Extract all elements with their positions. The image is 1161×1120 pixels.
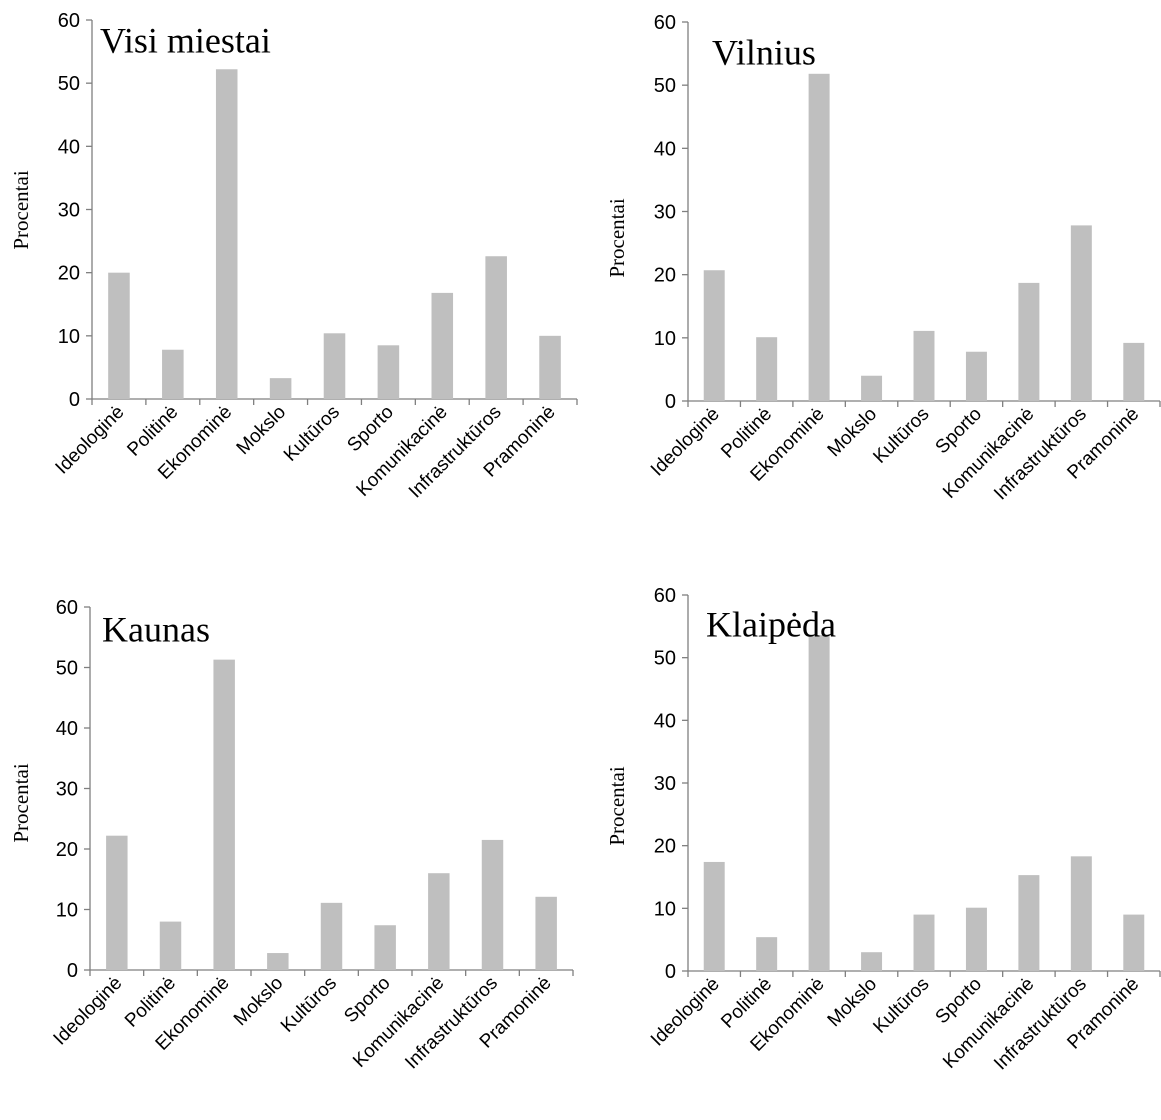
y-tick-label: 0 xyxy=(665,391,676,413)
bar-Komunikacinė xyxy=(431,292,454,399)
y-tick-label: 30 xyxy=(56,779,78,801)
bar-Politinė xyxy=(162,349,184,399)
y-tick-label: 50 xyxy=(58,73,80,95)
y-tick-label: 30 xyxy=(58,200,80,222)
bar-Ideologinė xyxy=(703,861,725,971)
y-tick-label: 10 xyxy=(654,328,676,350)
bar-Ideologinė xyxy=(108,272,130,399)
y-tick-label: 60 xyxy=(56,597,78,619)
bar-Sporto xyxy=(377,345,400,399)
x-category-label: Infrastruktūros xyxy=(401,973,502,1074)
y-tick-label: 20 xyxy=(58,263,80,285)
chart-panel-1: 0102030405060IdeologinėPolitinėEkonominė… xyxy=(605,12,1161,505)
y-tick-label: 40 xyxy=(654,710,676,732)
x-category-label: Ideologinė xyxy=(52,402,129,479)
x-category-label: Infrastruktūros xyxy=(990,974,1091,1075)
bar-Politinė xyxy=(756,337,778,401)
y-tick-label: 20 xyxy=(654,265,676,287)
bar-Sporto xyxy=(965,907,987,971)
bar-Ekonominė xyxy=(215,69,238,400)
y-tick-label: 30 xyxy=(654,202,676,224)
bar-Kultūros xyxy=(320,902,343,970)
y-tick-label: 10 xyxy=(58,326,80,348)
bar-Mokslo xyxy=(267,953,289,970)
bar-Komunikacinė xyxy=(1018,282,1040,401)
bar-Kultūros xyxy=(323,333,346,399)
bar-Infrastruktūros xyxy=(485,256,507,399)
x-category-label: Kultūros xyxy=(277,973,341,1037)
x-category-label: Ideologinė xyxy=(647,974,724,1051)
y-tick-label: 40 xyxy=(58,136,80,158)
y-tick-label: 20 xyxy=(654,836,676,858)
bar-Kultūros xyxy=(913,330,935,401)
y-tick-label: 60 xyxy=(654,585,676,607)
chart-title: Klaipėda xyxy=(706,604,836,644)
bar-Ekonominė xyxy=(808,73,830,402)
y-tick-label: 0 xyxy=(67,960,78,982)
y-tick-label: 40 xyxy=(654,138,676,160)
bar-Infrastruktūros xyxy=(1070,856,1092,971)
x-category-label: Kultūros xyxy=(869,974,933,1038)
x-category-label: Infrastruktūros xyxy=(405,402,506,503)
bar-Ekonominė xyxy=(213,659,235,970)
bar-Infrastruktūros xyxy=(1070,225,1092,401)
y-tick-label: 60 xyxy=(654,12,676,34)
chart-panel-2: 0102030405060IdeologinėPolitinėEkonominė… xyxy=(9,597,574,1074)
bar-Pramoninė xyxy=(1123,914,1145,971)
y-tick-label: 20 xyxy=(56,839,78,861)
y-tick-label: 50 xyxy=(56,658,78,680)
bar-Politinė xyxy=(756,937,778,971)
bar-Komunikacinė xyxy=(1018,875,1040,971)
bar-Mokslo xyxy=(861,952,883,971)
x-category-label: Komunikacinė xyxy=(939,404,1038,503)
bar-Ideologinė xyxy=(703,270,725,401)
bar-Ekonominė xyxy=(808,635,830,971)
chart-title: Vilnius xyxy=(712,32,816,72)
x-category-label: Infrastruktūros xyxy=(990,404,1091,505)
bar-Politinė xyxy=(159,921,182,970)
chart-title: Visi miestai xyxy=(100,20,271,60)
chart-title: Kaunas xyxy=(102,609,210,649)
bar-Ideologinė xyxy=(106,835,128,970)
bar-Pramoninė xyxy=(539,335,561,399)
y-tick-label: 40 xyxy=(56,718,78,740)
bar-Mokslo xyxy=(269,378,292,399)
y-tick-label: 10 xyxy=(56,900,78,922)
x-category-label: Kultūros xyxy=(869,404,933,468)
bar-Sporto xyxy=(965,351,987,401)
y-tick-label: 60 xyxy=(58,10,80,32)
chart-panel-3: 0102030405060IdeologinėPolitinėEkonominė… xyxy=(605,585,1161,1075)
bar-Kultūros xyxy=(913,914,935,971)
bar-Sporto xyxy=(374,925,396,970)
bar-Pramoninė xyxy=(1123,342,1145,401)
chart-panel-0: 0102030405060IdeologinėPolitinėEkonominė… xyxy=(9,10,578,503)
x-category-label: Kultūros xyxy=(280,402,344,466)
bar-Komunikacinė xyxy=(428,873,450,970)
y-tick-label: 0 xyxy=(69,389,80,411)
x-category-label: Ideologinė xyxy=(50,973,127,1050)
bar-Pramoninė xyxy=(535,896,557,970)
y-axis-label: Procentai xyxy=(605,766,629,845)
y-tick-label: 50 xyxy=(654,75,676,97)
y-tick-label: 10 xyxy=(654,898,676,920)
bar-Infrastruktūros xyxy=(481,839,504,970)
y-tick-label: 30 xyxy=(654,773,676,795)
bar-Mokslo xyxy=(861,375,883,401)
y-axis-label: Procentai xyxy=(9,170,33,249)
y-axis-label: Procentai xyxy=(605,198,629,277)
y-axis-label: Procentai xyxy=(9,763,33,842)
y-tick-label: 50 xyxy=(654,648,676,670)
x-category-label: Ideologinė xyxy=(647,404,724,481)
y-tick-label: 0 xyxy=(665,961,676,983)
x-category-label: Komunikacinė xyxy=(939,974,1038,1073)
